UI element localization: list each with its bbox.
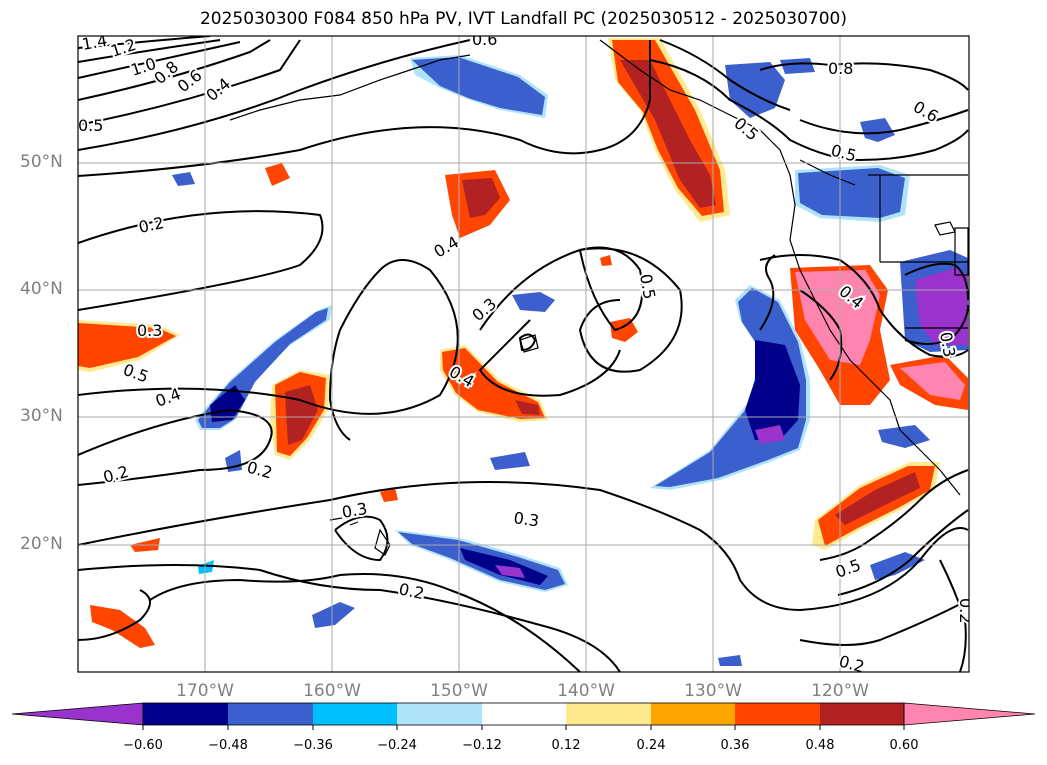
colorbar-bin — [397, 703, 482, 725]
contour-label: 0.2 — [397, 579, 426, 603]
colorbar-tick-label: −0.48 — [208, 738, 248, 753]
contour-label: 0.2 — [956, 598, 975, 623]
lat-label-40n: 40°N — [20, 279, 63, 299]
contour-label: 0.3 — [340, 499, 368, 522]
colorbar-bin — [651, 703, 735, 725]
contour-label: 0.8 — [828, 59, 853, 78]
contour-label: 0.4 — [202, 74, 234, 105]
contour-label: 0.3 — [468, 294, 500, 325]
colorbar — [11, 702, 1036, 730]
contour-label: 0.5 — [636, 272, 659, 300]
contour-label: 0.5 — [833, 555, 863, 582]
contour-label: 0.5 — [121, 360, 151, 387]
lat-label-30n: 30°N — [20, 406, 63, 426]
contour-label: 0.5 — [829, 141, 859, 166]
lon-label-140w: 140°W — [557, 681, 615, 701]
colorbar-tick-label: 0.12 — [551, 738, 581, 753]
colorbar-extend-high — [903, 702, 1036, 726]
lon-label-150w: 150°W — [430, 681, 488, 701]
contour-label: 1.4 — [80, 31, 108, 54]
pv-contours — [78, 36, 969, 672]
lon-label-170w: 170°W — [176, 681, 234, 701]
colorbar-tick-label: −0.12 — [462, 738, 502, 753]
colorbar-bin — [735, 703, 820, 725]
contour-label: 0.2 — [101, 462, 131, 487]
colorbar-bin — [820, 703, 904, 725]
contour-label: 0.3 — [936, 330, 959, 358]
colorbar-bin — [143, 703, 228, 725]
lon-label-160w: 160°W — [303, 681, 361, 701]
contour-label: 0.2 — [245, 458, 275, 483]
colorbar-tick-label: −0.24 — [377, 738, 417, 753]
colorbar-tick-label: 0.24 — [636, 738, 666, 753]
lon-label-130w: 130°W — [684, 681, 742, 701]
lat-label-20n: 20°N — [20, 534, 63, 554]
map-frame — [77, 35, 970, 673]
colorbar-tick-label: 0.48 — [805, 738, 835, 753]
map-title: 2025030300 F084 850 hPa PV, IVT Landfall… — [199, 9, 847, 29]
contour-label: 0.5 — [78, 116, 103, 135]
contour-label: 0.6 — [910, 97, 942, 126]
colorbar-tick-label: 0.60 — [889, 738, 919, 753]
contour-label: 0.6 — [472, 30, 497, 49]
contour-label: 0.2 — [837, 652, 867, 677]
ivt-negative-shading — [172, 55, 968, 666]
contour-label: 0.3 — [137, 321, 162, 340]
colorbar-tick-label: 0.36 — [720, 738, 750, 753]
lat-label-50n: 50°N — [20, 152, 63, 172]
colorbar-bin — [228, 703, 313, 725]
colorbar-tick-label: −0.36 — [293, 738, 333, 753]
colorbar-bin — [566, 703, 651, 725]
contour-label: 0.2 — [137, 213, 166, 237]
colorbar-extend-low — [11, 702, 144, 726]
lon-label-120w: 120°W — [811, 681, 869, 701]
contour-label: 1.2 — [108, 35, 138, 61]
contour-label: 0.4 — [431, 232, 463, 261]
colorbar-bin — [313, 703, 397, 725]
graticule — [78, 36, 969, 672]
colorbar-bin — [482, 703, 566, 725]
contour-label: 0.3 — [512, 508, 540, 530]
colorbar-tick-label: −0.60 — [123, 738, 163, 753]
